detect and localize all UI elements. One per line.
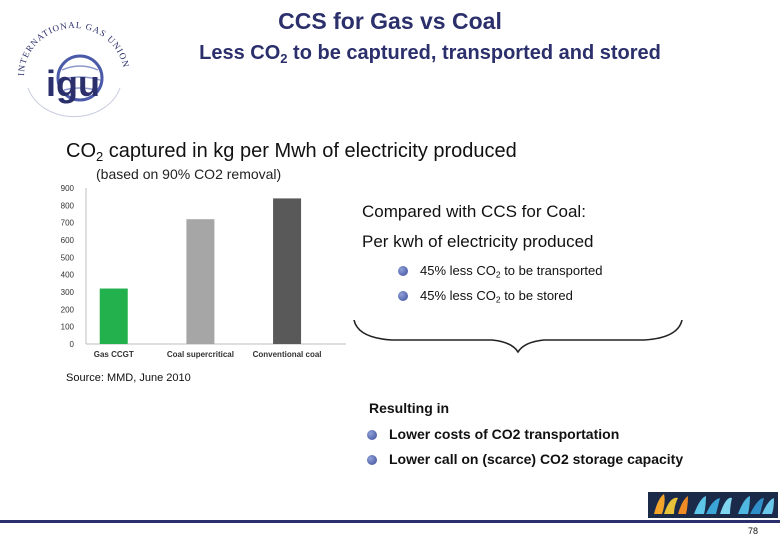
chart-source: Source: MMD, June 2010	[66, 372, 191, 384]
y-tick-label: 200	[61, 305, 75, 314]
bar-conventional-coal	[273, 198, 302, 344]
result-heading: Resulting in	[369, 400, 450, 416]
y-tick-label: 500	[61, 253, 75, 262]
x-tick-label: Conventional coal	[253, 350, 322, 359]
curly-brace	[353, 319, 683, 354]
bullet-icon	[367, 430, 377, 440]
bullet-icon	[398, 291, 408, 301]
bar-chart: 0 100 200 300 400 500 600 700 800 900 Gas CCGT Coal…	[61, 184, 346, 359]
x-tick-label: Coal supercritical	[167, 350, 234, 359]
y-tick-label: 300	[61, 288, 75, 297]
y-tick-label: 900	[61, 184, 75, 193]
comparison-bullet-stored: 45% less CO2 to be stored	[420, 288, 573, 305]
flame-decoration	[648, 492, 778, 518]
bullet-icon	[398, 266, 408, 276]
y-tick-label: 800	[61, 201, 75, 210]
bar-coal-supercritical	[186, 219, 215, 344]
y-tick-label: 100	[61, 323, 75, 332]
comparison-heading: Compared with CCS for Coal:	[362, 202, 586, 221]
bullet-icon	[367, 455, 377, 465]
page-number: 78	[748, 526, 759, 536]
comparison-subheading: Per kwh of electricity produced	[362, 232, 594, 251]
slide-subtitle: Less CO2 to be captured, transported and…	[199, 42, 661, 66]
chart-note: (based on 90% CO2 removal)	[96, 166, 282, 182]
bar-gas-ccgt	[99, 288, 128, 344]
y-tick-label: 400	[61, 271, 75, 280]
igu-logo: INTERNATIONAL GAS UNION igu	[16, 20, 130, 118]
footer-bar	[0, 520, 780, 523]
x-tick-label: Gas CCGT	[94, 350, 134, 359]
slide-title: CCS for Gas vs Coal	[278, 8, 502, 34]
chart-heading: CO2 captured in kg per Mwh of electricit…	[66, 140, 517, 164]
y-tick-label: 700	[61, 219, 75, 228]
logo-monogram: igu	[46, 63, 100, 104]
comparison-bullet-transport: 45% less CO2 to be transported	[420, 263, 603, 280]
result-bullet-storage: Lower call on (scarce) CO2 storage capac…	[389, 451, 684, 467]
y-tick-label: 0	[70, 340, 75, 349]
result-bullet-costs: Lower costs of CO2 transportation	[389, 426, 620, 442]
y-tick-label: 600	[61, 236, 75, 245]
